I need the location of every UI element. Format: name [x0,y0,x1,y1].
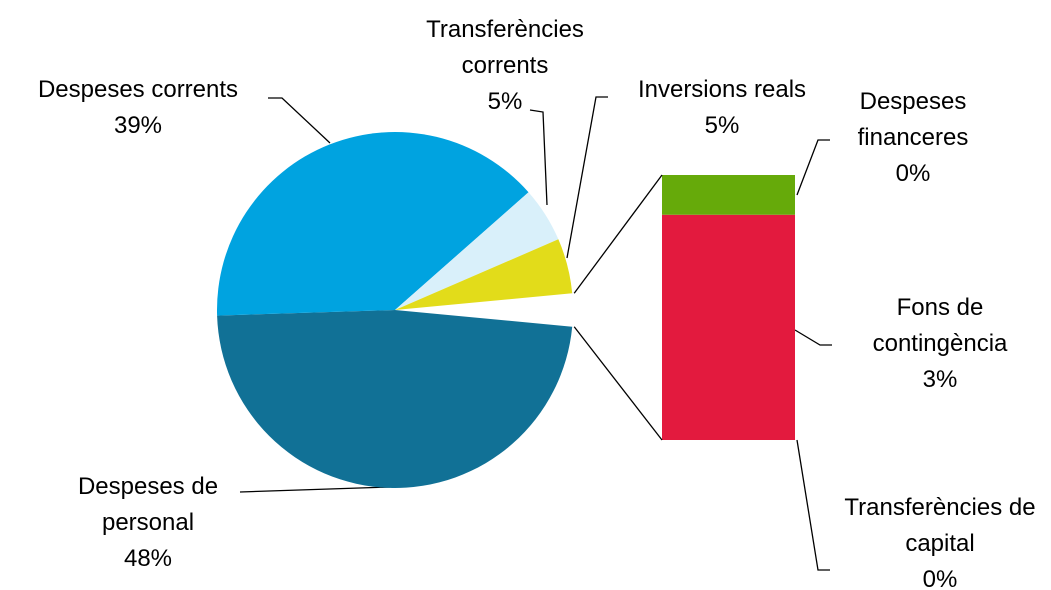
label-text: 39% [113,112,163,139]
data-label: Despeses financeres 0% [843,84,983,192]
pie-slice [395,239,573,310]
data-label: Despeses corrents 39% [0,72,278,144]
leader-line [796,139,830,196]
leader-line [239,486,391,493]
label-text: 5% [487,88,523,115]
label-text: Fons de contingència [872,294,1008,357]
label-text: Despeses de personal [77,473,219,536]
data-label: Inversions reals 5% [602,72,842,144]
label-text: Despeses corrents [37,76,239,103]
label-text: Despeses financeres [857,88,969,151]
label-text: Transferències corrents [426,16,584,79]
bar-segment [662,175,795,215]
label-text: 3% [922,366,958,393]
label-text: 0% [895,160,931,187]
data-label: Transferències de capital 0% [830,490,1050,590]
leader-line [796,439,830,571]
leader-line [268,97,331,144]
pie-slice [395,192,559,310]
data-label: Despeses de personal 48% [53,469,243,577]
data-label: Transferències corrents 5% [395,12,615,120]
pie-slice [217,310,573,488]
label-text: Inversions reals [637,76,807,103]
label-text: Transferències de capital [844,494,1036,557]
label-text: 0% [922,566,958,590]
label-text: 5% [704,112,740,139]
leader-line [529,109,548,206]
connector [573,326,663,441]
leader-line [794,329,832,346]
bar-segment [662,214,795,440]
pie-slice [217,131,529,316]
leader-line [566,96,608,259]
data-label: Fons de contingència 3% [855,290,1025,398]
connector [573,174,663,294]
label-text: 48% [123,545,173,572]
